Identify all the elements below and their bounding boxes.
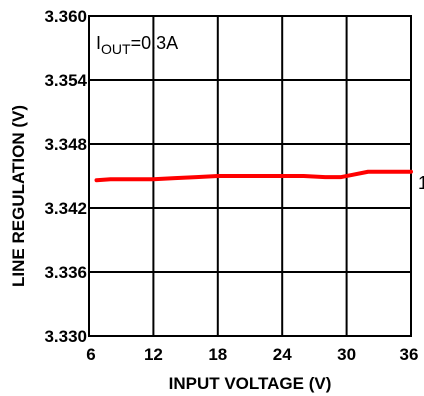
x-tick-label: 30	[337, 345, 356, 364]
x-tick-label: 18	[208, 345, 227, 364]
y-tick-label: 3.360	[44, 7, 87, 26]
edge-label: 1	[418, 173, 424, 193]
plot-frame	[88, 15, 412, 337]
x-tick-label: 12	[144, 345, 163, 364]
x-tick-label: 24	[273, 345, 292, 364]
series-points	[96, 171, 412, 181]
iout-suffix: =0.3A	[131, 33, 179, 53]
series-line	[94, 169, 413, 183]
x-tick-label: 6	[86, 345, 95, 364]
y-tick-label: 3.336	[44, 263, 87, 282]
y-tick-label: 3.348	[44, 135, 87, 154]
x-tick-labels: 6 12 18 24 30 36	[86, 345, 418, 364]
y-tick-label: 3.330	[44, 327, 87, 346]
y-tick-labels: 3.360 3.354 3.348 3.342 3.336 3.330	[44, 7, 87, 346]
iout-prefix: I	[96, 33, 101, 53]
iout-annotation: IOUT=0.3A	[96, 33, 178, 57]
x-axis-label: INPUT VOLTAGE (V)	[169, 374, 332, 393]
y-axis-label: LINE REGULATION (V)	[9, 105, 28, 287]
y-tick-label: 3.342	[44, 199, 87, 218]
y-tick-label: 3.354	[44, 71, 87, 90]
x-tick-label: 36	[400, 345, 419, 364]
iout-subscript: OUT	[101, 41, 131, 57]
